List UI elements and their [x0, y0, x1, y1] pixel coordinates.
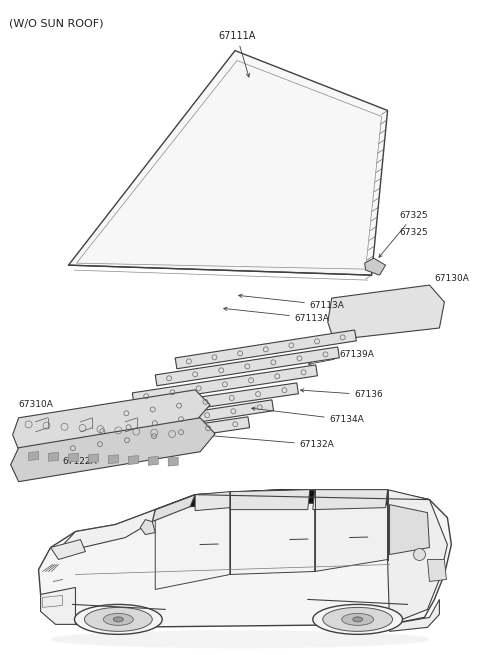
Ellipse shape: [103, 613, 133, 626]
Polygon shape: [168, 457, 178, 466]
Polygon shape: [50, 540, 85, 559]
Ellipse shape: [342, 613, 373, 626]
Polygon shape: [11, 418, 215, 481]
Polygon shape: [108, 455, 119, 464]
Text: 67325: 67325: [379, 211, 428, 257]
Polygon shape: [88, 400, 274, 439]
Text: 67130A: 67130A: [434, 274, 469, 282]
Polygon shape: [128, 455, 138, 464]
Text: 67325: 67325: [399, 228, 428, 236]
Polygon shape: [29, 451, 38, 460]
Polygon shape: [132, 365, 317, 403]
Polygon shape: [59, 417, 250, 456]
Polygon shape: [41, 588, 75, 624]
Text: 67132A: 67132A: [204, 434, 335, 449]
Polygon shape: [328, 285, 444, 340]
Polygon shape: [230, 490, 315, 574]
Text: 67113A: 67113A: [239, 294, 345, 310]
Polygon shape: [69, 50, 387, 275]
Polygon shape: [155, 492, 230, 590]
Polygon shape: [175, 330, 356, 369]
Polygon shape: [195, 492, 230, 511]
Polygon shape: [387, 492, 430, 515]
Ellipse shape: [74, 605, 162, 634]
Polygon shape: [76, 60, 382, 269]
Polygon shape: [390, 599, 439, 631]
Circle shape: [413, 548, 425, 561]
Polygon shape: [190, 490, 430, 508]
Polygon shape: [69, 453, 78, 462]
Text: 67134A: 67134A: [252, 407, 364, 424]
Ellipse shape: [313, 605, 403, 634]
Polygon shape: [148, 457, 158, 465]
Text: 67136: 67136: [300, 388, 384, 400]
Polygon shape: [155, 347, 339, 386]
Ellipse shape: [113, 617, 123, 622]
Text: 67139A: 67139A: [309, 350, 374, 365]
Polygon shape: [60, 510, 155, 548]
Polygon shape: [313, 490, 387, 510]
Text: 67310A: 67310A: [19, 400, 53, 409]
Polygon shape: [112, 383, 299, 421]
Polygon shape: [12, 390, 210, 450]
Polygon shape: [140, 519, 155, 534]
Text: (W/O SUN ROOF): (W/O SUN ROOF): [9, 18, 103, 29]
Text: 67113A: 67113A: [224, 307, 330, 322]
Ellipse shape: [353, 617, 363, 622]
Ellipse shape: [84, 607, 152, 631]
Polygon shape: [390, 504, 430, 555]
Polygon shape: [152, 495, 195, 521]
Polygon shape: [315, 490, 387, 571]
Ellipse shape: [323, 607, 393, 631]
Text: 67122A: 67122A: [62, 457, 97, 466]
Polygon shape: [48, 453, 59, 461]
Polygon shape: [230, 490, 310, 510]
Polygon shape: [38, 490, 451, 627]
Polygon shape: [365, 258, 385, 275]
Polygon shape: [43, 595, 62, 607]
Polygon shape: [88, 454, 98, 463]
Text: 67111A: 67111A: [218, 31, 255, 77]
Ellipse shape: [50, 630, 430, 648]
Polygon shape: [428, 559, 446, 582]
Polygon shape: [387, 490, 447, 624]
